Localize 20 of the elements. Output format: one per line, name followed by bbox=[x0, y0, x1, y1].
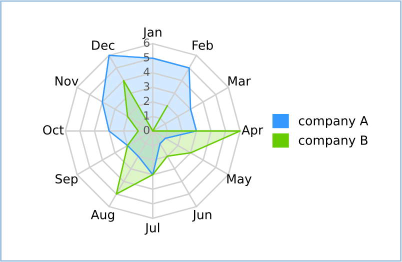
spoke-label: Dec bbox=[92, 40, 114, 50]
spoke-label: May bbox=[227, 174, 252, 186]
legend-label: company A bbox=[298, 116, 368, 128]
spoke-label: Oct bbox=[43, 125, 64, 135]
y-tick-label: 0 bbox=[144, 126, 150, 134]
spoke-label: Aug bbox=[90, 210, 114, 222]
spoke-label: Sep bbox=[56, 174, 78, 186]
y-tick-label: 6 bbox=[144, 38, 150, 47]
spoke-label: Mar bbox=[228, 76, 251, 86]
y-tick-label: 4 bbox=[144, 68, 150, 76]
y-tick-label: 2 bbox=[144, 96, 150, 105]
spoke-label: Jun bbox=[192, 210, 212, 222]
spoke-label: Jan bbox=[142, 28, 162, 40]
spoke-label: Jul bbox=[144, 222, 160, 235]
legend-label: company B bbox=[298, 136, 368, 148]
y-tick-label: 3 bbox=[144, 82, 150, 91]
spoke-label: Apr bbox=[242, 125, 264, 138]
y-tick-label: 1 bbox=[144, 111, 150, 120]
spoke-label: Feb bbox=[192, 40, 213, 50]
spoke-label: Nov bbox=[56, 76, 78, 86]
